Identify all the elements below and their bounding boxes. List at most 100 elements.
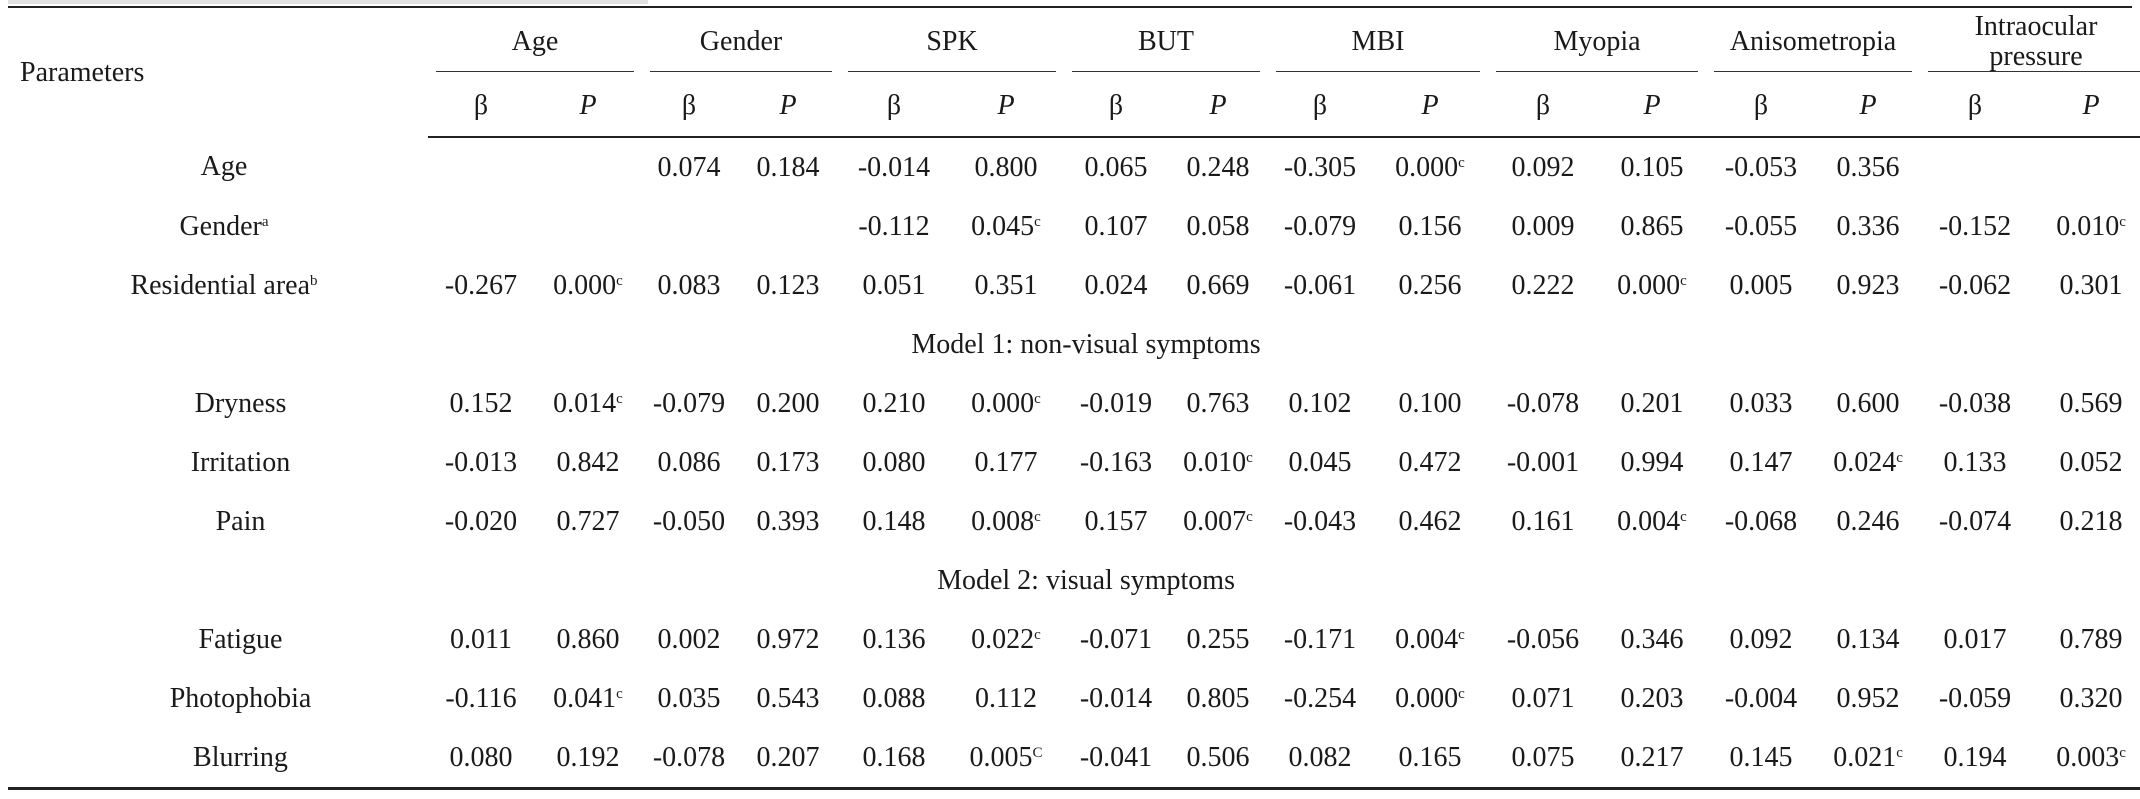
p-value-cell: 0.000c — [1598, 256, 1706, 315]
cell-value: 0.024 — [1833, 446, 1897, 478]
beta-cell — [428, 137, 534, 197]
cell-value: -0.062 — [1938, 269, 2012, 301]
p-value-cell: 0.173 — [736, 433, 840, 492]
beta-cell: 0.145 — [1706, 728, 1817, 790]
table-row: Gendera -0.112 0.045c 0.107 0.058 -0.079 0.156… — [8, 197, 2140, 256]
cell-value: 0.200 — [756, 387, 820, 419]
cell-value: 0.157 — [1084, 505, 1148, 537]
beta-cell: 0.065 — [1064, 137, 1168, 197]
cell-value: 0.506 — [1186, 741, 1250, 773]
cell-value: 0.217 — [1620, 741, 1684, 773]
significance-marker: c — [616, 390, 623, 407]
p-value-cell: 0.952 — [1816, 669, 1920, 728]
p-value-cell: 0.393 — [736, 492, 840, 551]
row-label-text: Blurring — [193, 741, 288, 773]
cell-value: 0.000 — [971, 387, 1035, 419]
beta-cell: -0.068 — [1706, 492, 1816, 551]
p-value-cell: 0.041c — [534, 669, 642, 728]
p-value-cell: 0.134 — [1816, 610, 1920, 669]
row-label: Residential areab — [8, 256, 428, 315]
cell-value: -0.267 — [444, 269, 518, 301]
beta-cell — [428, 197, 534, 256]
cell-value: 0.134 — [1836, 623, 1900, 655]
p-value-cell: 0.248 — [1168, 137, 1268, 197]
beta-cell: -0.079 — [642, 374, 736, 433]
p-value-cell — [2030, 137, 2140, 197]
p-value-header: P — [1816, 76, 1921, 138]
section-label: Model 2: visual symptoms — [937, 564, 1235, 596]
p-value-cell: 0.472 — [1372, 433, 1488, 492]
cell-value: -0.074 — [1938, 505, 2012, 537]
cell-value: -0.071 — [1079, 623, 1153, 655]
p-value-cell: 0.105 — [1598, 137, 1706, 197]
row-label: Gendera — [8, 197, 428, 256]
cell-value: 0.000 — [553, 269, 617, 301]
cell-value: 0.033 — [1729, 387, 1793, 419]
cell-value: -0.254 — [1283, 682, 1357, 714]
beta-cell: 0.005 — [1706, 256, 1816, 315]
p-value-cell: 0.865 — [1598, 197, 1706, 256]
cell-value: 0.192 — [556, 741, 620, 773]
cell-value: 0.763 — [1186, 387, 1250, 419]
beta-header: β — [642, 76, 736, 138]
section-label: Model 1: non-visual symptoms — [911, 328, 1261, 360]
cell-value: 0.600 — [1836, 387, 1900, 419]
cell-value: -0.116 — [445, 682, 517, 714]
p-value-cell: 0.192 — [534, 728, 642, 790]
beta-cell: -0.254 — [1268, 669, 1372, 728]
cell-value: 0.105 — [1620, 151, 1684, 183]
row-label: Photophobia — [8, 669, 428, 728]
beta-cell: 0.088 — [840, 669, 948, 728]
p-value-cell: 0.543 — [736, 669, 840, 728]
group-header-intraocular-pressure: Intraocular pressure — [1920, 8, 2140, 76]
cell-value: -0.013 — [444, 446, 518, 478]
table-row: Age 0.074 0.184 -0.014 0.800 0.065 0.248 -0.305… — [8, 137, 2140, 197]
beta-cell: -0.014 — [840, 137, 948, 197]
beta-cell: 0.222 — [1488, 256, 1598, 315]
beta-header: β — [1268, 76, 1372, 138]
cell-value: 0.194 — [1943, 741, 2007, 773]
cell-value: 0.014 — [553, 387, 617, 419]
beta-cell: 0.133 — [1920, 433, 2030, 492]
cell-value: 0.336 — [1836, 210, 1900, 242]
p-value-cell: 0.123 — [736, 256, 840, 315]
beta-cell: -0.171 — [1268, 610, 1372, 669]
beta-cell: 0.051 — [840, 256, 948, 315]
beta-cell: -0.062 — [1920, 256, 2030, 315]
p-value-cell: 0.336 — [1816, 197, 1920, 256]
p-value-header: P — [1598, 76, 1707, 138]
p-value-cell — [534, 197, 642, 256]
p-value-cell: 0.000c — [948, 374, 1064, 433]
cell-value: 0.161 — [1511, 505, 1575, 537]
cell-value: 0.010 — [2056, 210, 2120, 242]
cell-value: 0.041 — [553, 682, 617, 714]
beta-cell: -0.163 — [1064, 433, 1168, 492]
cell-value: 0.123 — [756, 269, 820, 301]
p-value-cell: 0.201 — [1598, 374, 1706, 433]
cell-value: -0.152 — [1938, 210, 2012, 242]
beta-cell: 0.147 — [1706, 433, 1816, 492]
group-header-spk: SPK — [840, 8, 1064, 76]
p-value-cell: 0.569 — [2030, 374, 2140, 433]
cell-value: 0.008 — [971, 505, 1035, 537]
cell-value: 0.022 — [971, 623, 1035, 655]
significance-marker: c — [1034, 508, 1041, 525]
beta-cell: 0.045 — [1268, 433, 1372, 492]
cell-value: 0.346 — [1620, 623, 1684, 655]
beta-cell: 0.024 — [1064, 256, 1168, 315]
beta-cell: -0.041 — [1064, 728, 1168, 790]
significance-marker: c — [1680, 272, 1687, 289]
cell-value: 0.004 — [1395, 623, 1459, 655]
cell-value: 0.083 — [657, 269, 721, 301]
row-label: Age — [8, 137, 428, 197]
cell-value: 0.203 — [1620, 682, 1684, 714]
p-value-cell — [736, 197, 840, 256]
cell-value: 0.065 — [1084, 151, 1148, 183]
cell-value: 0.145 — [1729, 741, 1793, 773]
cell-value: 0.462 — [1398, 505, 1462, 537]
cell-value: -0.038 — [1938, 387, 2012, 419]
cell-value: 0.184 — [756, 151, 820, 183]
beta-cell: -0.020 — [428, 492, 534, 551]
row-label: Fatigue — [8, 610, 428, 669]
p-value-cell: 0.462 — [1372, 492, 1488, 551]
